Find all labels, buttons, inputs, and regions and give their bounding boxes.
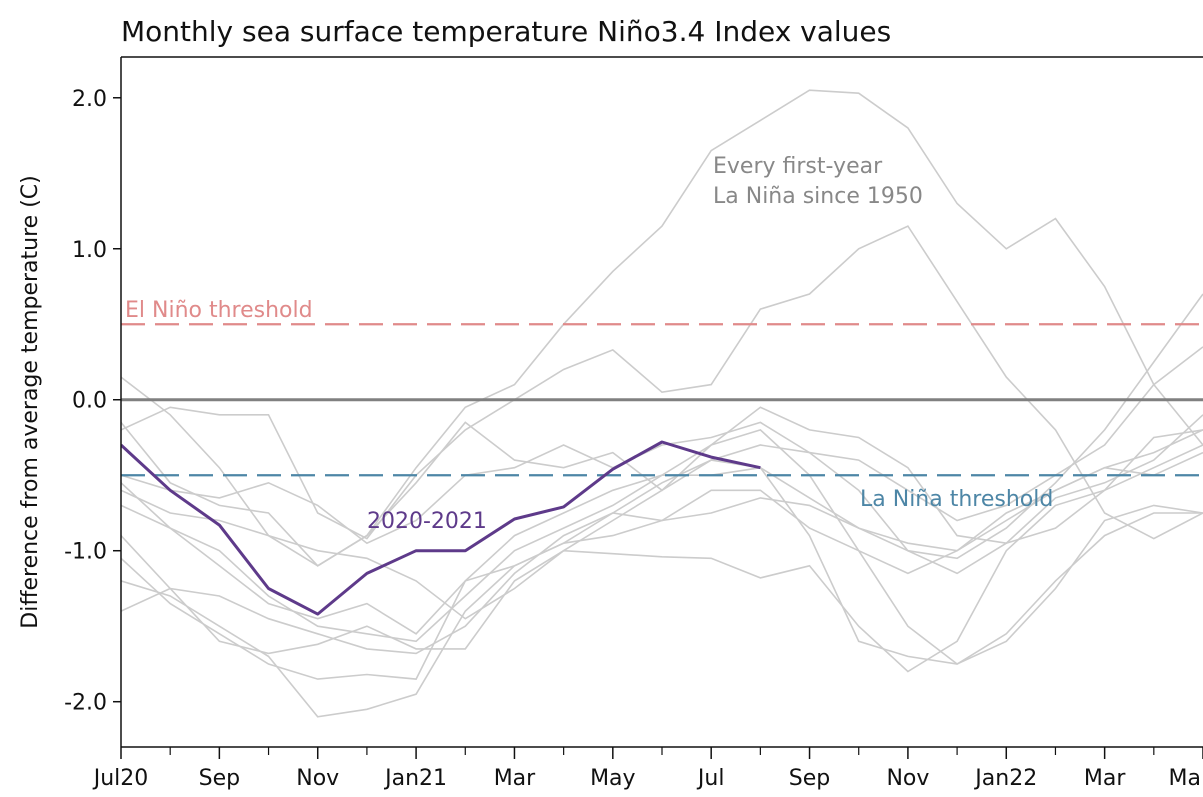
x-tick-label: Sep	[789, 766, 830, 791]
highlight-series-label: 2020-2021	[367, 509, 487, 534]
background-series-group	[121, 89, 1203, 718]
x-tick-label: Nov	[296, 766, 339, 791]
x-axis-ticks: Jul20 Sep Nov Jan21 Mar May Jul Sep Nov Jan22 Mar M…	[92, 747, 1203, 791]
x-tick-label: Jul	[696, 766, 725, 791]
background-series-line	[121, 444, 1203, 673]
background-series-line	[121, 451, 1203, 635]
x-tick-label: Nov	[886, 766, 929, 791]
y-tick-label: 0.0	[72, 389, 107, 414]
y-axis-label: Difference from average temperature (C)	[18, 175, 43, 628]
x-tick-label: Jan22	[973, 766, 1037, 791]
background-series-line	[121, 414, 1203, 575]
y-tick-label: -2.0	[64, 691, 107, 716]
highlight-series-group	[121, 440, 761, 616]
el-nino-threshold-label: El Niño threshold	[125, 298, 313, 323]
x-tick-label: Mar	[1084, 766, 1126, 791]
background-series-line	[121, 429, 1203, 680]
x-tick-label: Ma	[1169, 766, 1201, 791]
background-series-line	[121, 459, 1203, 718]
highlight-series-line	[121, 440, 761, 616]
background-series-line	[121, 429, 1203, 655]
x-tick-label: Sep	[199, 766, 240, 791]
x-tick-label: May	[590, 766, 635, 791]
background-series-line	[121, 293, 1203, 643]
first-year-label-line1: Every first-year	[713, 154, 883, 179]
background-series-line	[121, 346, 1203, 620]
y-axis-ticks: 2.0 1.0 0.0 -1.0 -2.0	[64, 87, 121, 716]
background-series-line	[121, 225, 1203, 540]
x-tick-label: Jul20	[92, 766, 149, 791]
plot-area	[121, 89, 1203, 718]
y-tick-label: -1.0	[64, 540, 107, 565]
first-year-label-line2: La Niña since 1950	[713, 184, 923, 209]
y-tick-label: 1.0	[72, 238, 107, 263]
chart-title: Monthly sea surface temperature Niño3.4 …	[121, 15, 891, 48]
x-tick-label: Jan21	[383, 766, 447, 791]
reference-lines-group	[121, 323, 1203, 477]
background-series-line	[121, 89, 1203, 567]
y-tick-label: 2.0	[72, 87, 107, 112]
la-nina-threshold-label: La Niña threshold	[860, 487, 1053, 512]
x-tick-label: Mar	[494, 766, 536, 791]
